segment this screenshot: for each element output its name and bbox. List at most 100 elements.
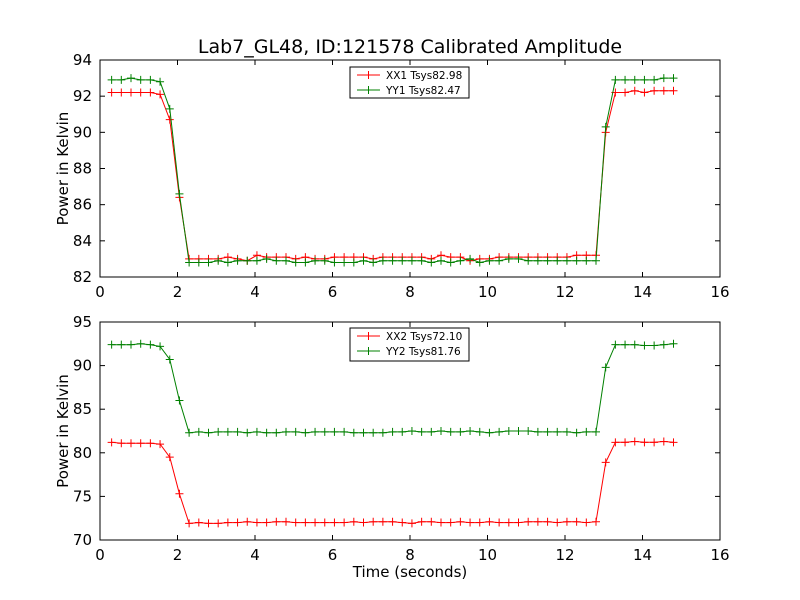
legend-label: YY2 Tsys81.76 [385, 346, 461, 358]
x-tick-label: 8 [405, 283, 415, 301]
data-point [659, 86, 668, 95]
legend-marker [365, 86, 372, 94]
data-point [301, 428, 310, 437]
data-point [407, 427, 416, 435]
data-point [127, 439, 135, 448]
data-point [630, 437, 639, 446]
data-point [533, 517, 542, 526]
data-point [175, 189, 184, 198]
data-point [194, 518, 203, 527]
data-point [504, 518, 513, 527]
data-point [543, 427, 552, 436]
data-point [146, 88, 155, 97]
data-point [272, 428, 281, 437]
data-point [233, 256, 242, 265]
data-point [117, 340, 126, 349]
data-point [504, 254, 513, 263]
data-point [592, 256, 600, 265]
data-point [272, 517, 281, 526]
data-point [427, 427, 436, 436]
data-point [214, 519, 223, 528]
data-point [291, 427, 300, 436]
data-point [136, 88, 145, 97]
data-point [378, 428, 387, 437]
data-point [543, 517, 552, 526]
data-point [427, 517, 436, 526]
data-point [223, 427, 232, 436]
x-tick-label: 6 [328, 283, 338, 301]
data-point [388, 517, 397, 526]
data-point [582, 256, 591, 265]
y-tick-label: 85 [73, 400, 92, 418]
data-point [349, 428, 358, 437]
data-point [524, 427, 533, 435]
y-tick-label: 90 [73, 357, 92, 375]
y-tick-label: 94 [73, 51, 92, 69]
figure-title: Lab7_GL48, ID:121578 Calibrated Amplitud… [198, 36, 622, 58]
data-point [601, 363, 610, 372]
data-point [611, 75, 620, 84]
x-tick-label: 10 [478, 283, 497, 301]
data-point [320, 256, 329, 265]
series-1 [107, 437, 678, 528]
legend-box [349, 327, 470, 362]
data-point [427, 258, 436, 267]
legend-marker [365, 347, 372, 355]
data-point [359, 428, 368, 437]
data-point [136, 439, 145, 448]
data-point [301, 258, 310, 267]
data-point [650, 75, 659, 84]
y-axis-label: Power in Kelvin [54, 374, 72, 488]
data-point [282, 256, 290, 265]
data-point [621, 88, 630, 97]
data-point [562, 427, 571, 436]
data-point [621, 438, 630, 447]
data-point [204, 258, 213, 267]
data-point [630, 340, 639, 349]
data-point [475, 427, 484, 436]
x-tick-label: 2 [173, 546, 183, 564]
data-point [611, 438, 620, 447]
data-point [466, 427, 475, 435]
data-point [282, 427, 290, 436]
data-point [456, 427, 465, 436]
data-point [659, 340, 668, 349]
data-point [311, 518, 320, 527]
y-tick-label: 95 [73, 313, 92, 331]
data-point [194, 427, 203, 436]
data-point [127, 340, 135, 349]
data-point [359, 256, 368, 265]
data-point [485, 517, 494, 526]
data-point [562, 517, 571, 526]
x-tick-label: 4 [250, 283, 260, 301]
data-point [640, 438, 649, 447]
data-point [640, 75, 649, 84]
data-point [650, 86, 659, 95]
data-point [311, 256, 320, 265]
data-point [543, 256, 552, 265]
data-point [311, 427, 320, 436]
data-point [156, 90, 165, 99]
series-1 [107, 86, 678, 265]
legend-marker [365, 332, 372, 340]
data-point [456, 517, 465, 526]
data-point [369, 258, 378, 267]
data-point [146, 340, 155, 349]
legend-label: XX2 Tsys72.10 [386, 331, 462, 343]
data-point [223, 518, 232, 527]
data-point [640, 341, 649, 350]
data-point [582, 518, 591, 527]
data-point [592, 517, 600, 526]
x-tick-label: 4 [250, 546, 260, 564]
data-point [524, 517, 533, 526]
x-tick-label: 6 [328, 546, 338, 564]
data-point [398, 427, 407, 436]
data-point [233, 518, 242, 527]
data-point [204, 428, 213, 437]
legend-box [349, 66, 470, 99]
data-point [262, 518, 271, 527]
data-point [407, 256, 416, 265]
data-point [553, 427, 562, 436]
legend-marker [365, 71, 372, 79]
data-point [553, 518, 562, 527]
